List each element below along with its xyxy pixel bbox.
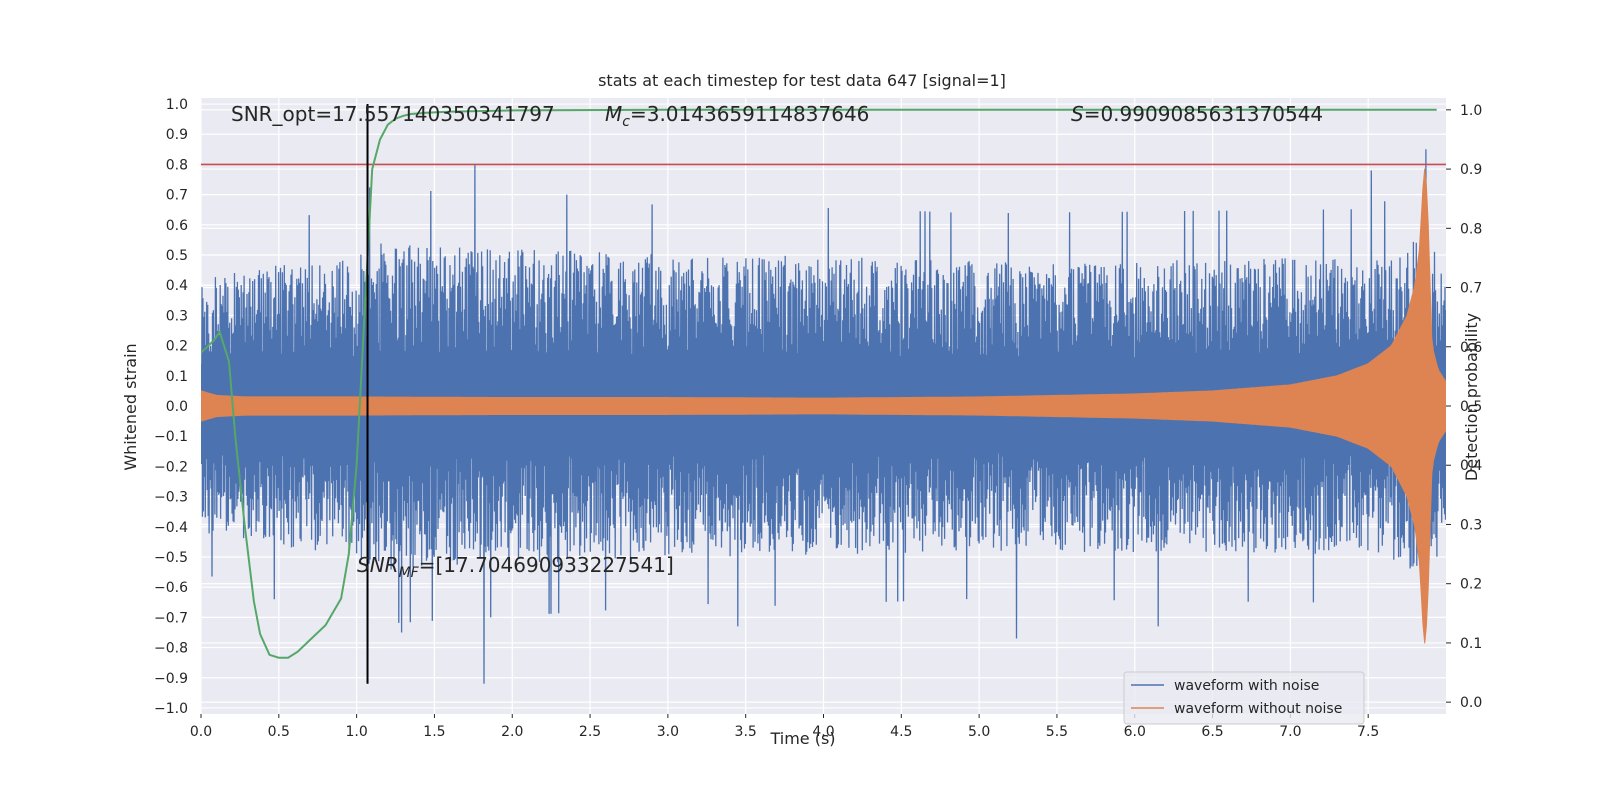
legend-box — [1123, 671, 1365, 725]
clean-series-fill — [201, 168, 1446, 644]
y-tick-label: 0.4 — [166, 278, 188, 294]
x-tick-label: 7.0 — [1279, 724, 1301, 740]
y-right-tick-label: 0.8 — [1460, 221, 1482, 237]
detection-probability — [201, 108, 1437, 659]
x-tick-label: 1.5 — [423, 724, 445, 740]
snr-opt-annotation: SNR_opt=17.557140350341797 — [231, 102, 555, 126]
y-tick-label: −0.5 — [154, 550, 188, 566]
x-tick-label: 6.5 — [1201, 724, 1223, 740]
chirp-mass-annotation: Mc=3.0143659114837646 — [605, 102, 869, 130]
y-right-tick-label: 0.5 — [1460, 399, 1482, 415]
score-annotation: S=0.9909085631370544 — [1071, 102, 1323, 126]
y-right-tick-label: 0.9 — [1460, 162, 1482, 178]
legend-label-noise: waveform with noise — [1174, 678, 1319, 694]
y-tick-label: −0.9 — [154, 671, 188, 687]
x-tick-label: 3.5 — [735, 724, 757, 740]
x-tick-label: 1.0 — [345, 724, 367, 740]
x-axis: 0.0 0.5 1.0 1.5 2.0 2.5 3.0 3.5 4.0 4.5 5.0 5.5 6.0 6… — [190, 714, 1379, 740]
waveform-with-noise — [201, 149, 1446, 684]
y-right-tick-label: 1.0 — [1460, 103, 1482, 119]
y-right-tick-label: 0.0 — [1460, 695, 1482, 711]
x-tick-label: 0.0 — [190, 724, 212, 740]
x-tick-label: 0.5 — [268, 724, 290, 740]
y-tick-label: −0.7 — [154, 610, 188, 626]
snr-mf-subscript: MF — [399, 565, 420, 581]
y-right-tick-label: 0.4 — [1460, 458, 1482, 474]
y-tick-label: 0.2 — [166, 339, 188, 355]
y-tick-label: 0.1 — [166, 369, 188, 385]
x-tick-label: 3.0 — [657, 724, 679, 740]
y-tick-label: 0.9 — [166, 127, 188, 143]
y-tick-label: −1.0 — [154, 701, 188, 717]
x-tick-label: 4.5 — [890, 724, 912, 740]
y-tick-label: −0.1 — [154, 429, 188, 445]
snr-mf-annotation: SNRMF=[17.704690933227541] — [357, 553, 674, 581]
y-tick-label: −0.6 — [154, 580, 188, 596]
y-tick-label: 0.6 — [166, 218, 188, 234]
y-tick-label: 0.3 — [166, 308, 188, 324]
y-tick-label: 0.8 — [166, 157, 188, 173]
y-tick-label: −0.2 — [154, 459, 188, 475]
y-axis-right: 1.0 0.9 0.8 0.7 0.6 0.5 0.4 0.3 0.2 0.1 0.0 — [1446, 103, 1482, 711]
chirp-mass-value: =3.0143659114837646 — [630, 102, 869, 126]
x-tick-label: 5.0 — [968, 724, 990, 740]
x-tick-label: 6.0 — [1124, 724, 1146, 740]
y-right-tick-label: 0.7 — [1460, 281, 1482, 297]
y-tick-label: 1.0 — [166, 97, 188, 113]
chirp-mass-subscript: c — [622, 114, 630, 130]
y-right-tick-label: 0.1 — [1460, 636, 1482, 652]
y-axis-label: Whitened strain — [121, 343, 140, 470]
y-tick-label: −0.4 — [154, 520, 188, 536]
y-right-tick-label: 0.2 — [1460, 577, 1482, 593]
chirp-mass-symbol: M — [605, 102, 622, 126]
snr-mf-symbol: SNR — [357, 553, 399, 577]
noise-series-line — [201, 149, 1446, 684]
legend-label-clean: waveform without noise — [1174, 701, 1342, 717]
y-tick-label: −0.3 — [154, 490, 188, 506]
y-tick-label: 0.7 — [166, 188, 188, 204]
x-tick-label: 2.5 — [579, 724, 601, 740]
y-right-tick-label: 0.3 — [1460, 517, 1482, 533]
y-right-tick-label: 0.6 — [1460, 340, 1482, 356]
score-value: =0.9909085631370544 — [1084, 102, 1323, 126]
probability-line — [201, 108, 1437, 659]
x-tick-label: 4.0 — [812, 724, 834, 740]
x-tick-label: 2.0 — [501, 724, 523, 740]
y-tick-label: 0.0 — [166, 399, 188, 415]
snr-mf-value: =[17.704690933227541] — [419, 553, 674, 577]
x-tick-label: 7.5 — [1357, 724, 1379, 740]
legend: waveform with noise waveform without noi… — [1123, 671, 1365, 725]
x-tick-label: 5.5 — [1046, 724, 1068, 740]
y-tick-label: −0.8 — [154, 641, 188, 657]
y-tick-label: 0.5 — [166, 248, 188, 264]
waveform-without-noise — [201, 168, 1446, 644]
chart-title: stats at each timestep for test data 647… — [598, 71, 1006, 90]
y-axis-left: 1.0 0.9 0.8 0.7 0.6 0.5 0.4 0.3 0.2 0.1 0.0 −0.1 −0.… — [154, 97, 188, 717]
x-axis-label: Time (s) — [769, 729, 835, 748]
score-symbol: S — [1071, 102, 1084, 126]
y-axis-right-label: Detection probability — [1462, 313, 1481, 481]
